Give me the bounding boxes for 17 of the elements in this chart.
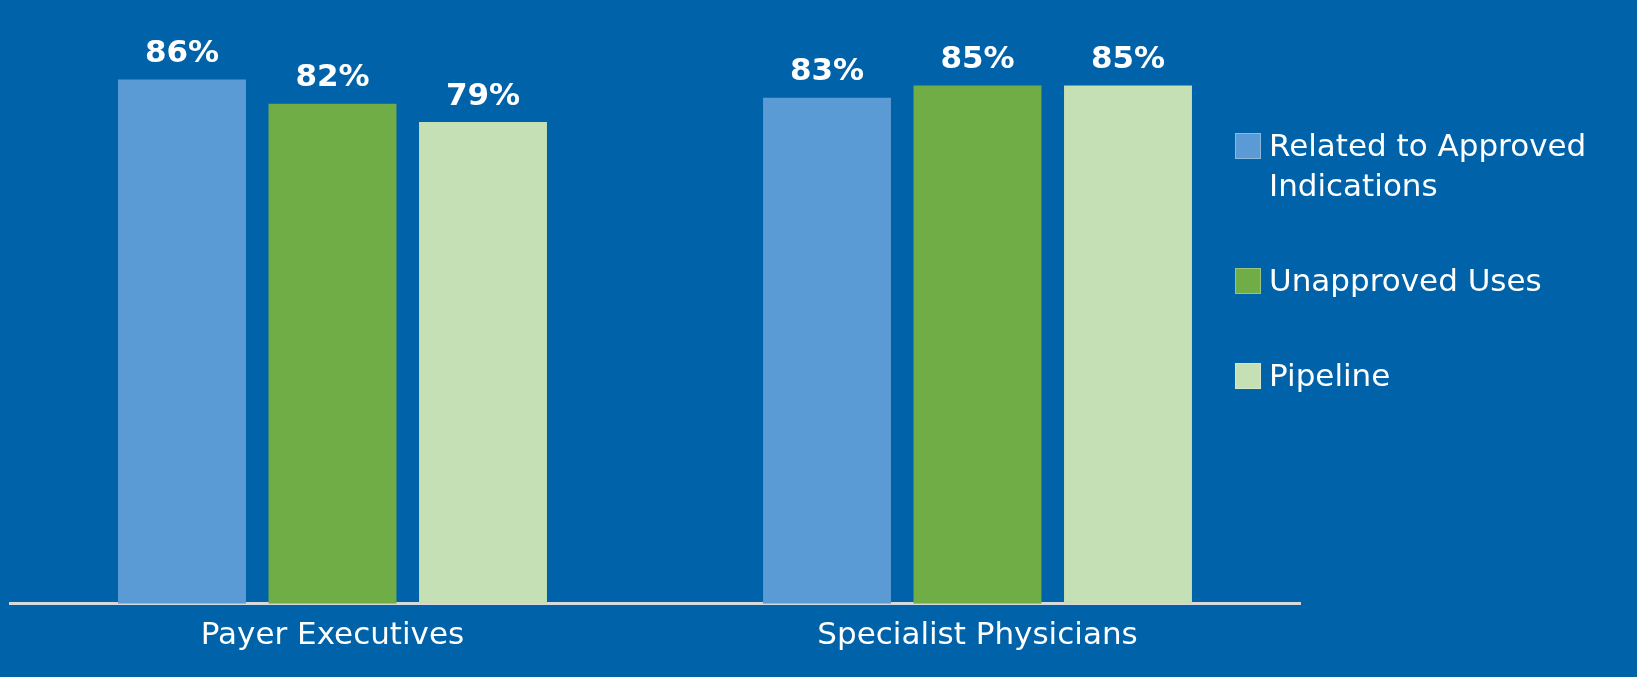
legend-label: Related to Approved Indications xyxy=(1269,126,1588,205)
bar xyxy=(419,122,547,604)
bar xyxy=(913,85,1042,604)
data-label: 83% xyxy=(789,51,865,88)
legend-label: Unapproved Uses xyxy=(1269,261,1542,300)
bar xyxy=(268,103,397,604)
data-label: 79% xyxy=(445,75,521,112)
data-label: 85% xyxy=(940,39,1015,76)
x-tick-label: Specialist Physicians xyxy=(817,615,1138,652)
bar xyxy=(118,79,246,604)
data-label: 86% xyxy=(144,32,220,69)
data-label: 85% xyxy=(1090,39,1166,76)
legend-label: Pipeline xyxy=(1269,356,1391,395)
bar xyxy=(1064,85,1192,604)
x-tick-label: Payer Executives xyxy=(200,615,465,652)
data-label: 82% xyxy=(295,57,370,94)
bar xyxy=(763,97,891,604)
